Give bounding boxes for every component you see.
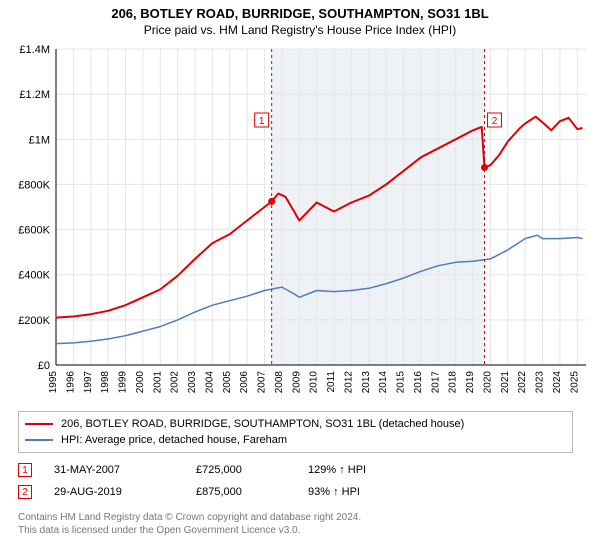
xtick-label: 2016	[413, 371, 424, 394]
ytick-label: £1.2M	[19, 89, 50, 101]
marker-dot	[268, 198, 275, 205]
legend: 206, BOTLEY ROAD, BURRIDGE, SOUTHAMPTON,…	[18, 411, 573, 453]
sale-marker-box: 1	[18, 463, 32, 477]
xtick-label: 2010	[309, 371, 320, 394]
sale-price: £725,000	[196, 464, 286, 476]
legend-swatch-1	[25, 423, 53, 425]
xtick-label: 1999	[118, 371, 129, 394]
footnote-line: This data is licensed under the Open Gov…	[18, 524, 586, 537]
sale-hpi: 93% ↑ HPI	[308, 486, 418, 498]
xtick-label: 2004	[204, 371, 215, 394]
xtick-label: 2023	[535, 371, 546, 394]
sale-price: £875,000	[196, 486, 286, 498]
legend-row: HPI: Average price, detached house, Fare…	[25, 432, 566, 448]
ytick-label: £400K	[18, 270, 50, 282]
xtick-label: 1998	[100, 371, 111, 394]
xtick-label: 2001	[152, 371, 163, 394]
xtick-label: 2000	[135, 371, 146, 394]
xtick-label: 2003	[187, 371, 198, 394]
xtick-label: 2008	[274, 371, 285, 394]
xtick-label: 2007	[257, 371, 268, 394]
chart-area: £0 £200K £400K £600K £800K £1M £1.2M £1.4M 1995 1…	[8, 43, 592, 403]
xtick-label: 1997	[83, 371, 94, 394]
xtick-label: 2014	[378, 371, 389, 394]
ytick-label: £200K	[18, 315, 50, 327]
sale-row: 1 31-MAY-2007 £725,000 129% ↑ HPI	[18, 459, 586, 481]
xtick-label: 2017	[430, 371, 441, 394]
sale-hpi: 129% ↑ HPI	[308, 464, 418, 476]
ytick-label: £1.4M	[19, 44, 50, 56]
xtick-label: 2013	[361, 371, 372, 394]
sale-marker-box: 2	[18, 485, 32, 499]
line-chart: £0 £200K £400K £600K £800K £1M £1.2M £1.4M 1995 1…	[8, 43, 592, 403]
legend-row: 206, BOTLEY ROAD, BURRIDGE, SOUTHAMPTON,…	[25, 416, 566, 432]
sale-row: 2 29-AUG-2019 £875,000 93% ↑ HPI	[18, 481, 586, 503]
xtick-label: 2019	[465, 371, 476, 394]
chart-title: 206, BOTLEY ROAD, BURRIDGE, SOUTHAMPTON,…	[8, 6, 592, 21]
xtick-label: 2020	[482, 371, 493, 394]
marker-num: 1	[259, 116, 265, 127]
legend-swatch-2	[25, 439, 53, 441]
xtick-label: 2024	[552, 371, 563, 394]
xtick-label: 2002	[170, 371, 181, 394]
ytick-label: £1M	[29, 134, 50, 146]
xtick-label: 1996	[65, 371, 76, 394]
xtick-label: 2021	[500, 371, 511, 394]
footnote-line: Contains HM Land Registry data © Crown c…	[18, 511, 586, 524]
xtick-label: 2011	[326, 371, 337, 393]
xtick-label: 2015	[396, 371, 407, 394]
sale-date: 29-AUG-2019	[54, 486, 174, 498]
marker-dot	[481, 164, 488, 171]
footnote: Contains HM Land Registry data © Crown c…	[18, 511, 586, 537]
ytick-label: £600K	[18, 225, 50, 237]
legend-label-2: HPI: Average price, detached house, Fare…	[61, 432, 287, 448]
xtick-label: 2018	[448, 371, 459, 394]
xtick-label: 2012	[343, 371, 354, 394]
ytick-label: £800K	[18, 179, 50, 191]
xtick-label: 2006	[239, 371, 250, 394]
xtick-label: 2005	[222, 371, 233, 394]
marker-num: 2	[492, 116, 498, 127]
xtick-label: 2009	[291, 371, 302, 394]
xtick-label: 1995	[48, 371, 59, 394]
xtick-label: 2022	[517, 371, 528, 394]
band	[272, 49, 485, 365]
chart-subtitle: Price paid vs. HM Land Registry's House …	[8, 23, 592, 37]
xtick-label: 2025	[569, 371, 580, 394]
legend-label-1: 206, BOTLEY ROAD, BURRIDGE, SOUTHAMPTON,…	[61, 416, 464, 432]
sale-date: 31-MAY-2007	[54, 464, 174, 476]
ytick-label: £0	[38, 360, 50, 372]
sales-table: 1 31-MAY-2007 £725,000 129% ↑ HPI 2 29-AUG-20…	[18, 459, 586, 503]
